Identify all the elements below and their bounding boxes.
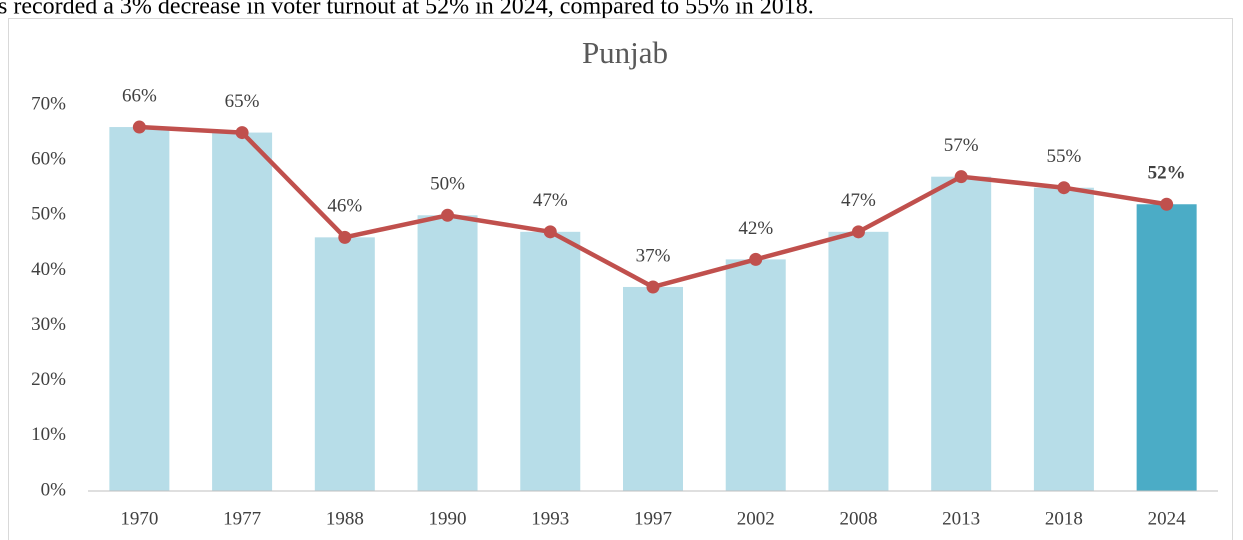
bar [1033, 187, 1094, 491]
bar [1136, 204, 1197, 491]
y-tick-label: 30% [31, 314, 66, 335]
data-label: 42% [738, 218, 773, 239]
line-marker [1057, 181, 1071, 195]
data-label: 37% [636, 245, 671, 266]
line-marker [646, 280, 660, 294]
y-tick-label: 0% [41, 479, 67, 500]
data-label: 55% [1046, 146, 1081, 167]
bar [417, 215, 478, 492]
bar [828, 231, 889, 492]
line-marker [851, 225, 865, 239]
chart-title: Punjab [582, 35, 668, 70]
line-marker [441, 208, 455, 222]
x-tick-label: 2002 [737, 508, 775, 529]
bar [109, 127, 170, 492]
bar [212, 132, 273, 492]
data-label: 47% [533, 190, 568, 211]
data-label: 52% [1148, 163, 1186, 184]
data-label: 46% [327, 196, 362, 217]
y-tick-label: 20% [31, 369, 66, 390]
data-label: 50% [430, 174, 465, 195]
bar [520, 231, 581, 492]
line-marker [338, 230, 352, 244]
bar [314, 237, 375, 491]
data-label: 65% [225, 91, 260, 112]
data-label: 57% [944, 135, 979, 156]
x-tick-label: 2024 [1148, 508, 1187, 529]
x-tick-label: 1997 [634, 508, 672, 529]
x-tick-label: 2018 [1045, 508, 1083, 529]
x-tick-label: 1977 [223, 508, 261, 529]
y-tick-label: 70% [31, 93, 66, 114]
x-tick-label: 1988 [326, 508, 364, 529]
x-tick-label: 1993 [531, 508, 569, 529]
line-marker [749, 252, 763, 266]
x-tick-label: 2013 [942, 508, 980, 529]
bar [931, 176, 992, 491]
data-label: 66% [122, 85, 157, 106]
x-tick-label: 2008 [839, 508, 877, 529]
x-tick-label: 1970 [120, 508, 158, 529]
line-marker [1160, 197, 1174, 211]
line-marker [954, 170, 968, 184]
data-label: 47% [841, 190, 876, 211]
y-tick-label: 10% [31, 424, 66, 445]
y-tick-label: 50% [31, 204, 66, 225]
line-marker [543, 225, 557, 239]
chart-frame [8, 18, 1233, 540]
y-tick-label: 40% [31, 259, 66, 280]
bar [623, 286, 683, 491]
bar [725, 259, 786, 491]
caption: s recorded a 3% decrease in voter turnou… [0, 0, 814, 20]
y-tick-label: 60% [31, 149, 66, 170]
line-marker [235, 126, 249, 140]
line-marker [132, 120, 146, 134]
x-tick-label: 1990 [429, 508, 467, 529]
